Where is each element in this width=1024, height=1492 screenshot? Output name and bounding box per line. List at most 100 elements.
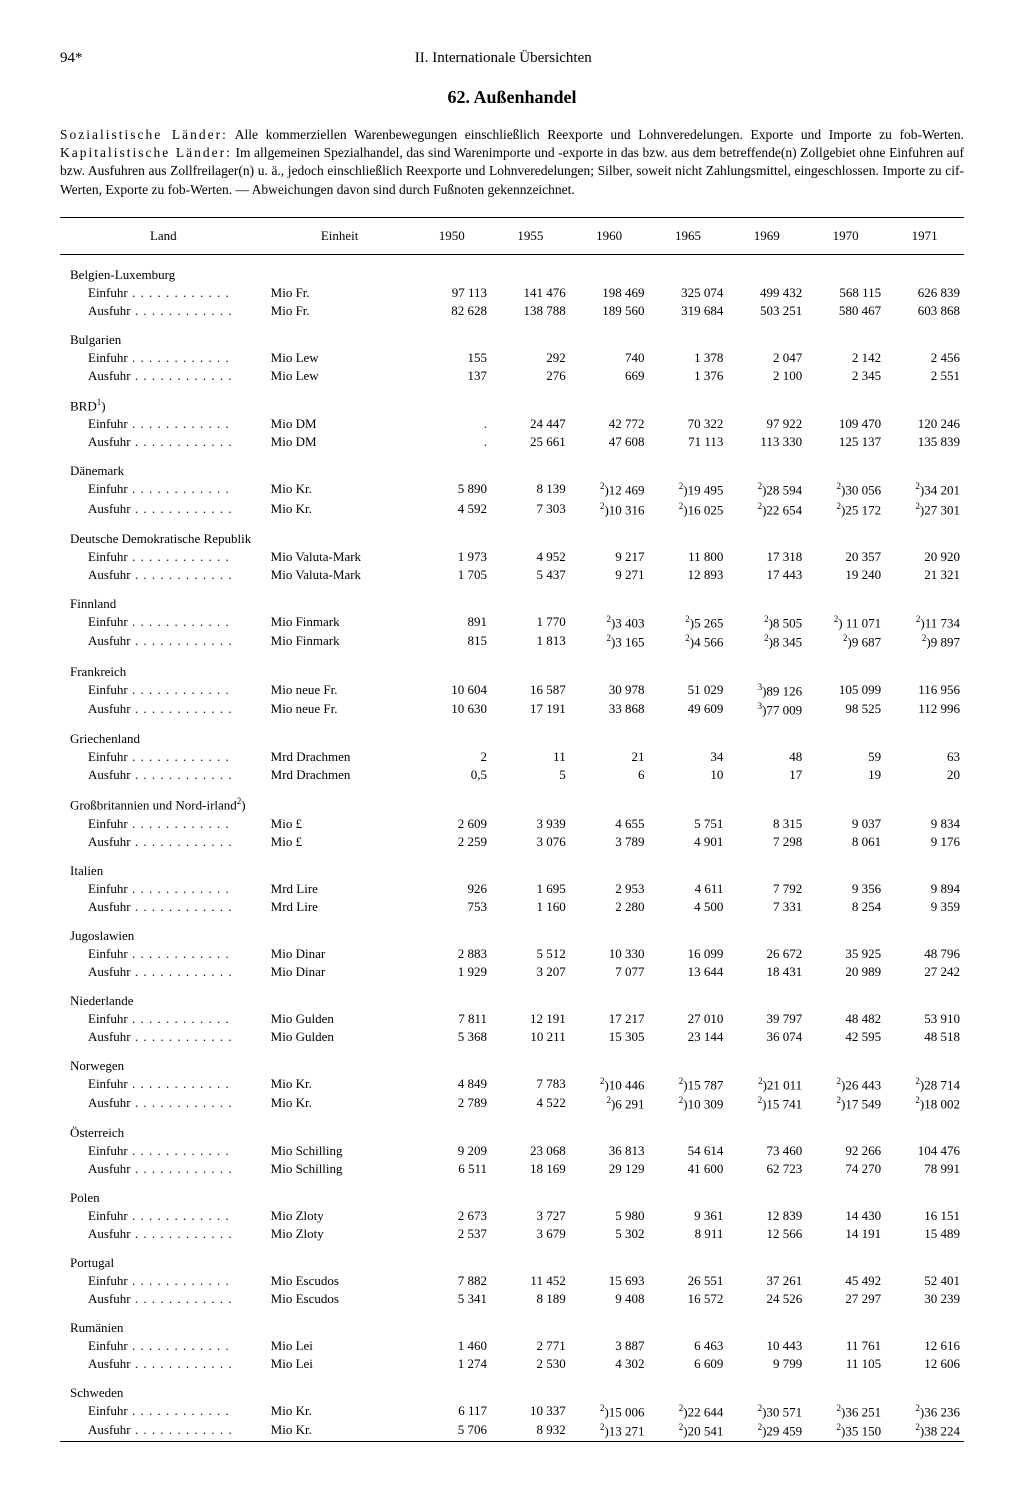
data-cell: 155 — [413, 349, 491, 367]
data-cell: 1 695 — [491, 880, 570, 898]
data-cell: 626 839 — [885, 284, 964, 302]
data-cell: 11 800 — [649, 548, 728, 566]
data-cell: 1 770 — [491, 613, 570, 632]
unit-cell: Mio Finmark — [267, 632, 413, 651]
row-label: Einfuhr — [60, 945, 267, 963]
data-cell: 2)17 549 — [806, 1094, 885, 1113]
data-cell: 8 139 — [491, 480, 570, 499]
data-cell: 2)34 201 — [885, 480, 964, 499]
country-name: Belgien-Luxemburg — [60, 254, 964, 284]
data-cell: 2 551 — [885, 367, 964, 385]
unit-cell: Mio Valuta-Mark — [267, 566, 413, 584]
data-cell: 9 834 — [885, 815, 964, 833]
data-cell: 2 142 — [806, 349, 885, 367]
country-name: Portugal — [60, 1243, 964, 1272]
data-cell: 37 261 — [727, 1272, 806, 1290]
country-name: Deutsche Demokratische Republik — [60, 519, 964, 548]
data-cell: 48 482 — [806, 1010, 885, 1028]
data-cell: 19 — [806, 766, 885, 784]
data-cell: 5 706 — [413, 1421, 491, 1441]
unit-cell: Mio Kr. — [267, 1094, 413, 1113]
country-name: Frankreich — [60, 652, 964, 681]
data-cell: 97 113 — [413, 284, 491, 302]
data-cell: 26 551 — [649, 1272, 728, 1290]
data-cell: 82 628 — [413, 302, 491, 320]
row-label: Ausfuhr — [60, 1355, 267, 1373]
row-label: Einfuhr — [60, 548, 267, 566]
data-cell: 4 592 — [413, 500, 491, 519]
data-cell: 2)35 150 — [806, 1421, 885, 1441]
col-header-unit: Einheit — [267, 217, 413, 254]
data-cell: 2)8 345 — [727, 632, 806, 651]
data-cell: 116 956 — [885, 681, 964, 700]
data-cell: 42 772 — [570, 415, 649, 433]
data-cell: 2 100 — [727, 367, 806, 385]
data-cell: 891 — [413, 613, 491, 632]
unit-cell: Mio Zloty — [267, 1207, 413, 1225]
data-cell: 11 452 — [491, 1272, 570, 1290]
data-cell: 62 723 — [727, 1160, 806, 1178]
data-cell: 20 989 — [806, 963, 885, 981]
data-cell: 20 357 — [806, 548, 885, 566]
data-cell: 125 137 — [806, 433, 885, 451]
unit-cell: Mio Gulden — [267, 1010, 413, 1028]
row-label: Ausfuhr — [60, 1421, 267, 1441]
data-cell: 3 207 — [491, 963, 570, 981]
row-label: Ausfuhr — [60, 1160, 267, 1178]
unit-cell: Mio DM — [267, 433, 413, 451]
data-cell: 30 978 — [570, 681, 649, 700]
country-name: Griechenland — [60, 719, 964, 748]
data-cell: 276 — [491, 367, 570, 385]
data-cell: 23 144 — [649, 1028, 728, 1046]
row-label: Ausfuhr — [60, 302, 267, 320]
data-cell: 3)77 009 — [727, 700, 806, 719]
data-cell: 9 271 — [570, 566, 649, 584]
data-cell: 5 751 — [649, 815, 728, 833]
data-cell: 9 359 — [885, 898, 964, 916]
data-cell: 2)9 897 — [885, 632, 964, 651]
data-cell: 27 297 — [806, 1290, 885, 1308]
unit-cell: Mio Finmark — [267, 613, 413, 632]
data-cell: 35 925 — [806, 945, 885, 963]
row-label: Ausfuhr — [60, 566, 267, 584]
data-cell: 2)10 316 — [570, 500, 649, 519]
data-cell: 4 611 — [649, 880, 728, 898]
data-cell: 7 783 — [491, 1075, 570, 1094]
row-label: Einfuhr — [60, 1010, 267, 1028]
data-cell: 5 980 — [570, 1207, 649, 1225]
data-cell: 7 331 — [727, 898, 806, 916]
data-cell: 6 511 — [413, 1160, 491, 1178]
data-cell: 2)4 566 — [649, 632, 728, 651]
unit-cell: Mio Kr. — [267, 1075, 413, 1094]
data-cell: 499 432 — [727, 284, 806, 302]
data-cell: 5 341 — [413, 1290, 491, 1308]
unit-cell: Mio Fr. — [267, 284, 413, 302]
data-cell: 9 176 — [885, 833, 964, 851]
country-name: Norwegen — [60, 1046, 964, 1075]
unit-cell: Mio Zloty — [267, 1225, 413, 1243]
data-cell: 2)15 741 — [727, 1094, 806, 1113]
data-cell: 33 868 — [570, 700, 649, 719]
col-header-year: 1969 — [727, 217, 806, 254]
data-cell: 198 469 — [570, 284, 649, 302]
col-header-year: 1970 — [806, 217, 885, 254]
data-cell: 4 302 — [570, 1355, 649, 1373]
row-label: Ausfuhr — [60, 367, 267, 385]
data-cell: 18 431 — [727, 963, 806, 981]
data-cell: 5 437 — [491, 566, 570, 584]
row-label: Ausfuhr — [60, 1028, 267, 1046]
data-cell: 2 047 — [727, 349, 806, 367]
row-label: Einfuhr — [60, 681, 267, 700]
data-cell: 29 129 — [570, 1160, 649, 1178]
data-cell: 13 644 — [649, 963, 728, 981]
row-label: Einfuhr — [60, 1142, 267, 1160]
data-cell: 70 322 — [649, 415, 728, 433]
data-cell: 2 537 — [413, 1225, 491, 1243]
data-cell: 14 430 — [806, 1207, 885, 1225]
data-cell: 10 630 — [413, 700, 491, 719]
data-cell: 8 061 — [806, 833, 885, 851]
unit-cell: Mio Dinar — [267, 963, 413, 981]
data-cell: 17 217 — [570, 1010, 649, 1028]
data-cell: 2)16 025 — [649, 500, 728, 519]
data-cell: 27 010 — [649, 1010, 728, 1028]
